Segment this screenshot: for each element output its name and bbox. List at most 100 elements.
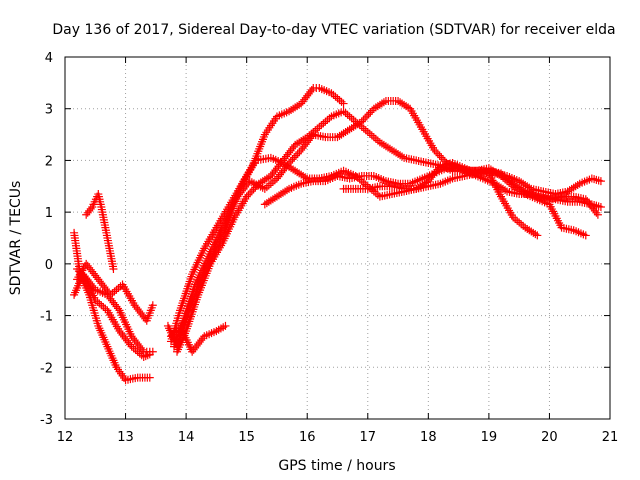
data-point bbox=[289, 104, 298, 113]
data-point bbox=[113, 304, 122, 313]
data-point bbox=[503, 174, 512, 183]
x-tick-label: 17 bbox=[360, 430, 377, 445]
data-point bbox=[375, 138, 384, 147]
data-point bbox=[439, 155, 448, 164]
data-point bbox=[341, 109, 350, 118]
data-point bbox=[281, 187, 290, 196]
data-point bbox=[268, 195, 277, 204]
data-point bbox=[101, 304, 110, 313]
data-point bbox=[112, 285, 121, 294]
data-point bbox=[291, 151, 300, 160]
data-point bbox=[347, 124, 356, 133]
data-point bbox=[247, 187, 256, 196]
data-point bbox=[369, 133, 378, 142]
data-point bbox=[99, 302, 108, 311]
x-tick-label: 20 bbox=[541, 430, 558, 445]
data-point bbox=[289, 165, 298, 174]
data-point bbox=[287, 106, 296, 115]
data-point bbox=[291, 140, 300, 149]
data-point bbox=[490, 179, 499, 188]
y-axis-label: SDTVAR / TECUs bbox=[8, 181, 24, 296]
data-point bbox=[499, 184, 508, 193]
data-point bbox=[362, 112, 371, 121]
data-point bbox=[337, 130, 346, 139]
data-point bbox=[373, 136, 382, 145]
data-marks bbox=[70, 84, 605, 385]
series-track-10 bbox=[260, 164, 605, 209]
data-point bbox=[371, 134, 380, 143]
x-tick-label: 16 bbox=[299, 430, 316, 445]
data-point bbox=[260, 175, 269, 184]
data-point bbox=[337, 97, 346, 106]
data-point bbox=[361, 126, 370, 135]
y-tick-label: -2 bbox=[40, 361, 53, 376]
data-point bbox=[260, 184, 269, 193]
data-point bbox=[353, 120, 362, 129]
data-point bbox=[293, 149, 302, 158]
data-point bbox=[365, 129, 374, 138]
data-point bbox=[279, 188, 287, 197]
data-point bbox=[351, 121, 360, 130]
data-point bbox=[573, 180, 582, 189]
data-point bbox=[581, 231, 590, 240]
data-point bbox=[339, 107, 348, 116]
y-tick-label: 3 bbox=[45, 103, 53, 118]
data-point bbox=[345, 112, 354, 121]
data-point bbox=[270, 193, 279, 202]
data-point bbox=[359, 178, 368, 187]
data-point bbox=[315, 122, 324, 131]
data-point bbox=[221, 321, 230, 330]
data-point bbox=[433, 149, 442, 158]
data-point bbox=[521, 223, 530, 232]
data-point bbox=[523, 224, 532, 233]
data-point bbox=[262, 183, 271, 192]
data-point bbox=[497, 169, 505, 178]
data-point bbox=[437, 153, 446, 162]
data-point bbox=[95, 299, 104, 308]
data-point bbox=[339, 99, 348, 108]
data-point bbox=[359, 124, 368, 133]
data-point bbox=[511, 180, 520, 189]
data-point bbox=[440, 157, 449, 166]
data-point bbox=[114, 283, 123, 292]
data-point bbox=[108, 289, 117, 298]
data-point bbox=[333, 133, 342, 142]
data-point bbox=[106, 290, 115, 299]
data-point bbox=[327, 89, 336, 98]
data-point bbox=[525, 183, 534, 192]
data-point bbox=[285, 159, 294, 168]
data-point bbox=[501, 186, 510, 195]
data-point bbox=[507, 177, 516, 186]
data-point bbox=[143, 351, 152, 360]
x-tick-label: 19 bbox=[481, 430, 498, 445]
x-tick-label: 13 bbox=[117, 430, 134, 445]
data-point bbox=[333, 94, 342, 103]
data-point bbox=[319, 119, 328, 128]
data-point bbox=[519, 186, 528, 195]
data-point bbox=[307, 132, 316, 141]
data-point bbox=[531, 230, 540, 239]
data-point bbox=[148, 347, 157, 356]
data-point bbox=[509, 213, 518, 222]
data-point bbox=[381, 142, 390, 151]
x-tick-label: 15 bbox=[238, 430, 255, 445]
data-point bbox=[517, 220, 526, 229]
y-tick-label: -1 bbox=[40, 310, 53, 325]
data-point bbox=[323, 115, 332, 124]
data-point bbox=[373, 102, 382, 111]
y-tick-label: 4 bbox=[45, 51, 53, 66]
data-point bbox=[379, 98, 388, 107]
data-point bbox=[335, 131, 344, 140]
data-point bbox=[505, 176, 514, 185]
data-point bbox=[515, 218, 524, 227]
data-point bbox=[266, 196, 275, 205]
data-point bbox=[349, 122, 358, 131]
data-point bbox=[517, 184, 526, 193]
data-point bbox=[357, 117, 366, 126]
data-point bbox=[293, 102, 302, 111]
data-point bbox=[129, 344, 138, 353]
data-point bbox=[321, 117, 330, 126]
data-point bbox=[366, 108, 375, 117]
